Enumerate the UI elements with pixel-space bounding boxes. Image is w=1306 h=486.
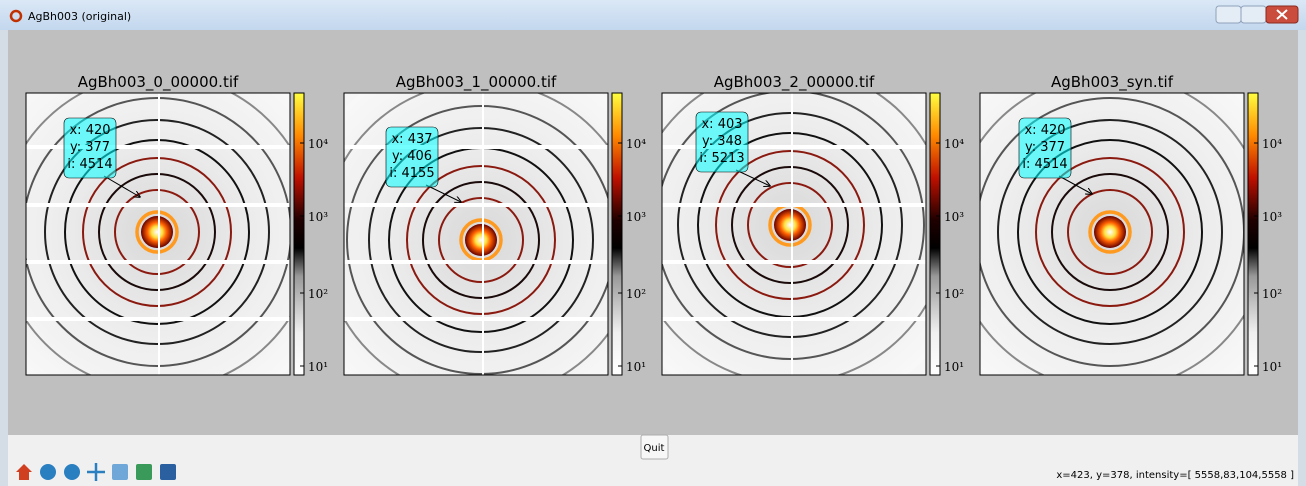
colorbar-tick-label: 10³ <box>308 210 328 224</box>
annotation-line: x: 420 <box>1024 123 1065 138</box>
module-gap <box>662 317 926 321</box>
module-gap <box>791 93 793 375</box>
module-gap <box>662 203 926 207</box>
annotation-line: i: 4514 <box>67 157 112 172</box>
panel-title: AgBh003_2_00000.tif <box>714 73 875 92</box>
annotation-line: x: 420 <box>69 123 110 138</box>
annotation-line: x: 437 <box>391 132 432 147</box>
quit-label: Quit <box>644 443 665 454</box>
module-gap <box>344 260 608 264</box>
colorbar-tick-label: 10³ <box>1262 210 1282 224</box>
colorbar-tick-label: 10⁴ <box>1262 137 1282 151</box>
panel-title: AgBh003_0_00000.tif <box>78 73 239 92</box>
beam-center <box>465 224 497 256</box>
annotation-line: x: 403 <box>701 117 742 132</box>
panel-title: AgBh003_syn.tif <box>1051 73 1174 92</box>
colorbar-tick-label: 10¹ <box>1262 360 1282 374</box>
colorbar-tick-label: 10² <box>308 287 328 301</box>
status-text: x=423, y=378, intensity=[ 5558,83,104,55… <box>1056 470 1294 481</box>
image-panel: AgBh003_1_00000.tif 10⁴ 10³ 10² 10¹ x: 437 y: … <box>291 50 671 430</box>
nav-icon <box>64 464 80 480</box>
colorbar-tick-label: 10² <box>944 287 964 301</box>
colorbar-tick-label: 10¹ <box>308 360 328 374</box>
annotation-line: y: 377 <box>1025 140 1065 155</box>
colorbar <box>930 93 940 375</box>
beam-center <box>141 216 173 248</box>
module-gap <box>344 317 608 321</box>
tool-icon <box>136 464 152 480</box>
beam-center <box>1094 216 1126 248</box>
title-bar <box>0 0 1306 30</box>
annotation-line: y: 377 <box>70 140 110 155</box>
tool-icon <box>112 464 128 480</box>
minimize-button[interactable] <box>1216 6 1241 23</box>
colorbar <box>1248 93 1258 375</box>
module-gap <box>344 145 608 149</box>
module-gap <box>158 93 160 375</box>
app-window: AgBh003 (original) Quit x=423, y=378, in… <box>0 0 1306 486</box>
nav-icon <box>40 464 56 480</box>
annotation-line: i: 4155 <box>389 166 434 181</box>
colorbar-tick-label: 10¹ <box>626 360 646 374</box>
annotation-line: y: 406 <box>392 149 432 164</box>
image-panel: AgBh003_0_00000.tif 10⁴ 10³ 10² 10¹ x: 420 y: … <box>0 42 347 422</box>
window-title: AgBh003 (original) <box>28 10 131 23</box>
panel-title: AgBh003_1_00000.tif <box>396 73 557 92</box>
annotation-line: i: 4514 <box>1022 157 1067 172</box>
module-gap <box>344 203 608 207</box>
tool-icon <box>160 464 176 480</box>
colorbar-tick-label: 10² <box>626 287 646 301</box>
colorbar-tick-label: 10⁴ <box>308 137 328 151</box>
annotation-line: y: 348 <box>702 134 742 149</box>
annotation-line: i: 5213 <box>699 151 744 166</box>
module-gap <box>482 93 484 375</box>
colorbar-tick-label: 10³ <box>944 210 964 224</box>
beam-center <box>774 209 806 241</box>
colorbar <box>294 93 304 375</box>
colorbar-tick-label: 10¹ <box>944 360 964 374</box>
module-gap <box>662 260 926 264</box>
colorbar-tick-label: 10⁴ <box>626 137 646 151</box>
maximize-button[interactable] <box>1241 6 1266 23</box>
colorbar-tick-label: 10⁴ <box>944 137 964 151</box>
colorbar-tick-label: 10³ <box>626 210 646 224</box>
colorbar-tick-label: 10² <box>1262 287 1282 301</box>
colorbar <box>612 93 622 375</box>
